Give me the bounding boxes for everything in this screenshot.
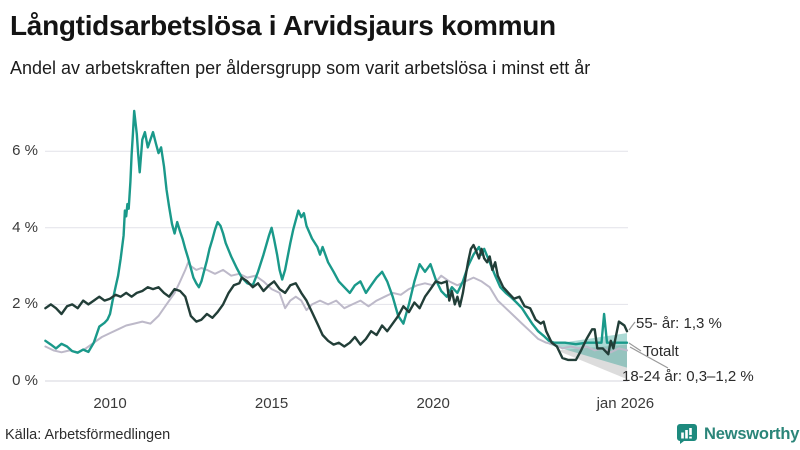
leader-line xyxy=(628,321,636,331)
newsworthy-wordmark: Newsworthy xyxy=(704,424,800,443)
leader-line xyxy=(628,342,642,352)
source-note: Källa: Arbetsförmedlingen xyxy=(5,427,171,443)
y-tick-label: 4 % xyxy=(12,218,38,236)
newsworthy-icon xyxy=(676,423,698,445)
annotation-totalt: Totalt xyxy=(643,343,679,360)
annotation-18-24-ar: 18-24 år: 0,3–1,2 % xyxy=(622,368,754,385)
annotation-55-ar: 55- år: 1,3 % xyxy=(636,315,722,332)
newsworthy-logo[interactable]: Newsworthy xyxy=(676,423,799,445)
y-tick-label: 6 % xyxy=(12,142,38,160)
chart-subtitle: Andel av arbetskraften per åldersgrupp s… xyxy=(10,58,591,78)
y-tick-label: 2 % xyxy=(12,295,38,313)
page-title: Långtidsarbetslösa i Arvidsjaurs kommun xyxy=(10,10,556,41)
leader-line xyxy=(629,346,669,369)
series-line xyxy=(44,261,628,354)
x-tick-label: 2015 xyxy=(254,395,289,412)
y-tick-label: 0 % xyxy=(12,372,38,389)
x-tick-label: 2010 xyxy=(93,395,127,412)
x-tick-label: jan 2026 xyxy=(596,395,655,412)
x-tick-label: 2020 xyxy=(416,395,450,412)
series-line xyxy=(44,243,629,362)
series-line xyxy=(44,109,629,354)
